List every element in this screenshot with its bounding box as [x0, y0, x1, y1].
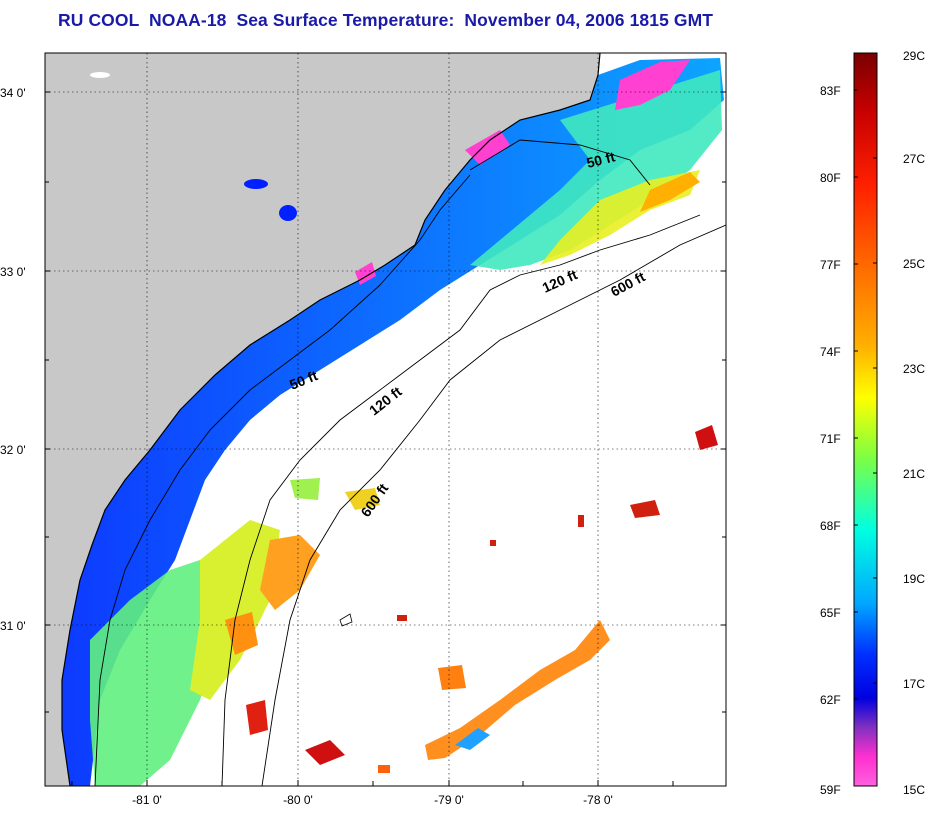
colorbar-c-label: 27C — [903, 152, 925, 166]
sst-red-patch-east — [630, 500, 660, 518]
sst-red-patch-east — [490, 540, 496, 546]
colorbar-f-label: 68F — [820, 519, 841, 533]
colorbar-f-label: 65F — [820, 606, 841, 620]
colorbar-c-label: 19C — [903, 572, 925, 586]
lon-label: -80 0' — [283, 793, 313, 807]
lat-label: 31 0' — [0, 619, 26, 633]
lat-label: 32 0' — [0, 443, 26, 457]
sst-lake-patch — [279, 205, 297, 221]
sst-red-patch — [305, 740, 345, 765]
sst-gulf-stream-cool — [455, 728, 490, 750]
lat-label: 33 0' — [0, 265, 26, 279]
sst-yellow-patch — [345, 488, 380, 510]
depth-contour-600ft — [261, 224, 726, 786]
sst-georgia-orange-2 — [225, 612, 258, 655]
colorbar-f-label: 59F — [820, 783, 841, 797]
map-title: RU COOL NOAA-18 Sea Surface Temperature:… — [58, 10, 714, 30]
sst-georgia-yellow — [190, 520, 280, 700]
sst-orange-patch — [378, 765, 390, 773]
sst-georgia-orange — [260, 535, 320, 610]
graticule — [45, 53, 726, 786]
sst-red-patch-east — [578, 515, 584, 527]
lon-label: -81 0' — [132, 793, 162, 807]
depth-contour-50ft — [94, 139, 651, 786]
depth-contour-120ft — [221, 214, 701, 786]
sst-lake-patch — [90, 72, 110, 78]
lon-label: -79 0' — [434, 793, 464, 807]
lon-label: -78 0' — [583, 793, 613, 807]
sst-orange-ne — [640, 172, 700, 212]
sst-orange-patch — [438, 665, 466, 690]
colorbar — [853, 52, 878, 787]
island-contour — [339, 613, 353, 627]
sst-magenta-bay — [465, 130, 510, 165]
map-frame — [44, 52, 727, 787]
colorbar-c-label: 15C — [903, 783, 925, 797]
sst-green-patch — [290, 478, 320, 500]
axis-ticks — [45, 91, 726, 786]
colorbar-c-label: 17C — [903, 677, 925, 691]
colorbar-c-label: 23C — [903, 362, 925, 376]
sst-red-patch-east — [397, 615, 407, 621]
coastline — [61, 53, 601, 786]
land-mass — [45, 53, 600, 786]
colorbar-f-label: 83F — [820, 84, 841, 98]
colorbar-c-label: 21C — [903, 467, 925, 481]
colorbar-f-label: 74F — [820, 345, 841, 359]
sst-cyan-green-band — [470, 70, 722, 270]
colorbar-c-label: 29C — [903, 49, 925, 63]
sst-red-patch — [246, 700, 268, 735]
sst-georgia-green — [90, 560, 230, 786]
sst-red-patch-east — [695, 425, 718, 450]
colorbar-f-label: 62F — [820, 693, 841, 707]
lat-label: 34 0' — [0, 86, 26, 100]
map-plot-area — [45, 53, 726, 786]
colorbar-f-label: 77F — [820, 258, 841, 272]
colorbar-ticks — [854, 89, 877, 700]
sst-lake-patch — [244, 179, 268, 189]
sst-gulf-stream-filament — [425, 620, 610, 760]
colorbar-f-label: 71F — [820, 432, 841, 446]
sst-magenta-ne — [615, 60, 690, 110]
colorbar-f-label: 80F — [820, 171, 841, 185]
depth-label: 50 ft — [585, 148, 617, 171]
colorbar-c-label: 25C — [903, 257, 925, 271]
